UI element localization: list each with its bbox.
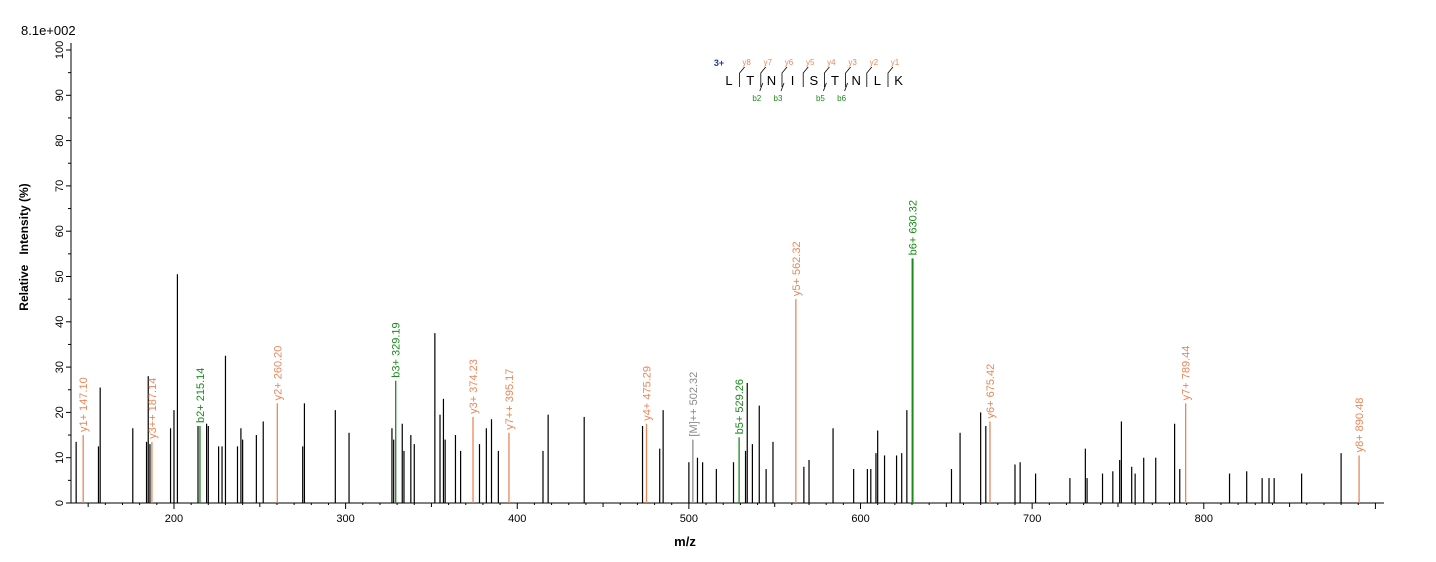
y-tick-label: 60 — [54, 225, 66, 237]
x-tick-label: 500 — [680, 513, 698, 525]
b-ion-bracket — [759, 82, 764, 92]
peak-label: y1+ 147.10 — [78, 377, 90, 432]
peak-label: y3+ 374.23 — [468, 359, 480, 414]
peak-label: b5+ 529.26 — [734, 379, 746, 434]
peptide-residue: N — [852, 73, 861, 88]
peptide-residue: L — [725, 73, 732, 88]
y-ion-bracket — [866, 66, 873, 87]
y-ion-bracket — [887, 66, 894, 87]
y-ion-bracket — [845, 66, 851, 87]
y-tick-label: 80 — [54, 134, 66, 146]
peptide-residue: T — [746, 73, 754, 88]
precursor-charge: 3+ — [714, 58, 724, 68]
b-ion-label: b2 — [752, 94, 761, 103]
y-tick-label: 0 — [54, 500, 66, 506]
peptide-residue: N — [767, 73, 776, 88]
peak-label: [M]++ 502.32 — [688, 372, 700, 437]
y-tick-label: 100 — [54, 41, 66, 59]
peak-label: y5+ 562.32 — [791, 241, 803, 296]
peak-label: y6+ 675.42 — [985, 364, 997, 419]
b-ion-label: b6 — [837, 94, 846, 103]
b-ion-label: b3 — [774, 94, 783, 103]
chart-axes: 0 10 20 30 40 50 60 70 80 90 100 200 300 400 500 600 700… — [54, 41, 1384, 525]
y-axis-label: Relative Intensity (%) — [17, 183, 31, 310]
y-ion-bracket — [739, 66, 745, 87]
peak-series — [75, 258, 1360, 503]
y-ion-label: y5 — [806, 58, 815, 67]
y-tick-label: 20 — [54, 406, 66, 418]
y-ion-label: y4 — [827, 58, 836, 67]
y-ion-label: y1 — [891, 58, 900, 67]
x-tick-label: 600 — [851, 513, 869, 525]
peak-label: y3++ 187.14 — [147, 378, 159, 439]
y-tick-label: 50 — [54, 270, 66, 282]
peak-labels: y1+ 147.10 y3++ 187.14 b2+ 215.14 y2+ 260.2… — [78, 200, 1366, 452]
peptide-residue: S — [809, 73, 818, 88]
max-intensity-label: 8.1e+002 — [21, 23, 76, 38]
x-tick-label: 300 — [336, 513, 354, 525]
peak-label: y2+ 260.20 — [272, 346, 284, 401]
y-tick-label: 40 — [54, 316, 66, 328]
peak-label: y8+ 890.48 — [1354, 398, 1366, 453]
y-ion-bracket — [760, 66, 767, 87]
y-tick-label: 10 — [54, 452, 66, 464]
b-ion-bracket — [780, 82, 785, 92]
peptide-residue: K — [894, 73, 903, 88]
b-ion-bracket — [844, 82, 848, 92]
peak-label: b6+ 630.32 — [908, 200, 920, 255]
y-ion-label: y3 — [848, 58, 857, 67]
y-tick-label: 70 — [54, 180, 66, 192]
y-ion-bracket — [802, 66, 809, 87]
y-ion-label: y2 — [870, 58, 879, 67]
peak-label: b3+ 329.19 — [391, 322, 403, 377]
y-tick-label: 30 — [54, 361, 66, 373]
y-ion-label: y6 — [785, 58, 794, 67]
y-ion-bracket — [824, 66, 830, 87]
y-ion-label: y8 — [742, 58, 751, 67]
peak-label: b2+ 215.14 — [195, 368, 207, 423]
x-tick-label: 400 — [508, 513, 526, 525]
peak-label: y7+ 789.44 — [1181, 346, 1193, 401]
peak-label: y7++ 395.17 — [504, 369, 516, 430]
b-ion-bracket — [823, 82, 827, 92]
y-ion-label: y7 — [764, 58, 773, 67]
x-tick-label: 200 — [165, 513, 183, 525]
x-tick-label: 700 — [1023, 513, 1041, 525]
peptide-residue: I — [791, 73, 795, 88]
x-axis-label: m/z — [674, 534, 696, 549]
peptide-residue: T — [831, 73, 839, 88]
peptide-residue: L — [874, 73, 881, 88]
y-ion-bracket — [781, 66, 788, 87]
peak-label: y4+ 475.29 — [641, 366, 653, 421]
b-ion-label: b5 — [816, 94, 825, 103]
x-tick-label: 800 — [1195, 513, 1213, 525]
y-tick-label: 90 — [54, 89, 66, 101]
